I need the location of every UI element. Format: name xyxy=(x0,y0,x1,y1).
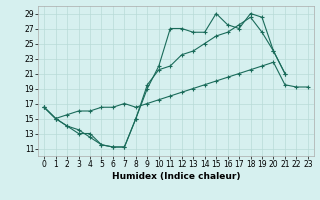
X-axis label: Humidex (Indice chaleur): Humidex (Indice chaleur) xyxy=(112,172,240,181)
